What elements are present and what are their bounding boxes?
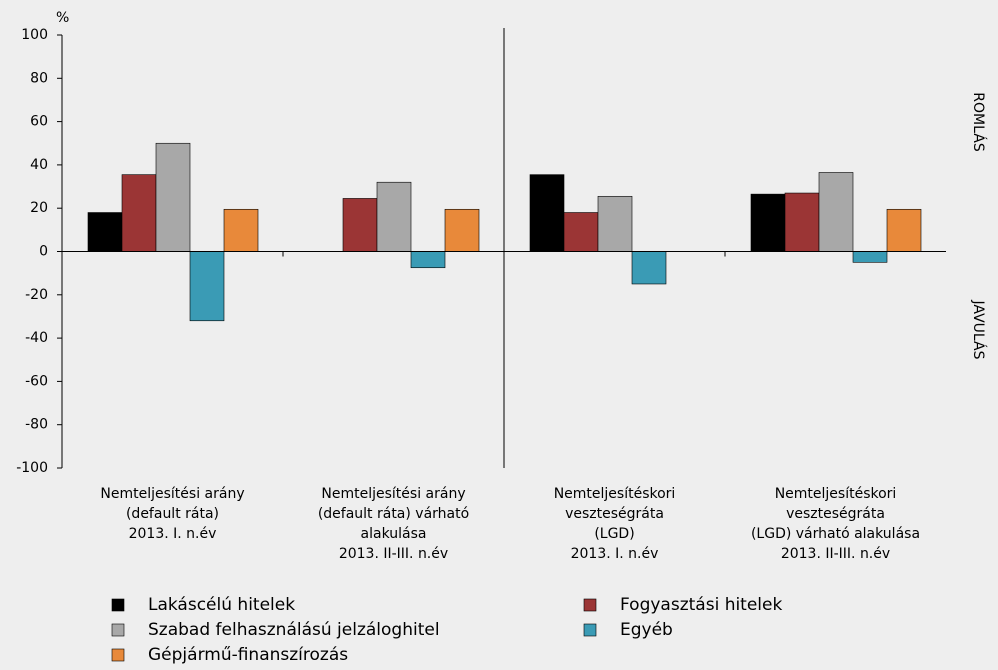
bar — [784, 192, 820, 252]
x-tick-label: Nemteljesítéskori veszteségráta (LGD) várh… — [751, 486, 920, 562]
bar — [223, 208, 259, 252]
legend-label: Lakáscélú hitelek — [148, 595, 295, 615]
bar — [529, 174, 565, 252]
annotation: JAVULÁS — [970, 300, 987, 360]
y-tick-label: -60 — [25, 373, 48, 389]
bar — [444, 208, 480, 252]
y-tick-label: 60 — [30, 114, 48, 130]
y-tick-label: 0 — [39, 244, 48, 260]
y-tick-label: -100 — [16, 460, 48, 476]
bar — [750, 193, 786, 252]
bar — [155, 142, 191, 252]
legend-label: Szabad felhasználású jelzáloghitel — [148, 620, 440, 640]
bar — [342, 198, 378, 252]
legend-marker — [111, 623, 125, 637]
bar — [818, 172, 854, 252]
bar — [597, 195, 633, 252]
x-tick-label: Nemteljesítéskori veszteségráta (LGD) 2013.… — [554, 486, 676, 562]
legend-marker — [583, 623, 597, 637]
bar — [631, 251, 667, 285]
legend-label: Egyéb — [620, 620, 673, 640]
bar — [852, 251, 888, 263]
y-tick-label: 100 — [21, 27, 48, 43]
bar — [563, 212, 599, 252]
y-tick-label: 40 — [30, 157, 48, 173]
annotation: ROMLÁS — [970, 92, 987, 152]
bar — [121, 174, 157, 252]
legend-marker — [583, 598, 597, 612]
y-tick-label: 80 — [30, 70, 48, 86]
y-tick-label: 20 — [30, 200, 48, 216]
y-tick-label: -80 — [25, 417, 48, 433]
bar — [886, 208, 922, 252]
bar — [376, 181, 412, 252]
x-tick-label: Nemteljesítési arány (default ráta) várha… — [318, 486, 469, 562]
legend-marker — [111, 598, 125, 612]
bar — [189, 251, 225, 322]
legend-label: Fogyasztási hitelek — [620, 595, 782, 615]
y-tick-label: -20 — [25, 287, 48, 303]
x-tick-label: Nemteljesítési arány (default ráta) 2013. … — [100, 486, 244, 542]
unit-label: % — [56, 10, 69, 26]
bar — [87, 212, 123, 252]
bar — [410, 251, 446, 269]
y-tick-label: -40 — [25, 330, 48, 346]
legend-label: Gépjármű-finanszírozás — [148, 645, 348, 665]
legend-marker — [111, 648, 125, 662]
